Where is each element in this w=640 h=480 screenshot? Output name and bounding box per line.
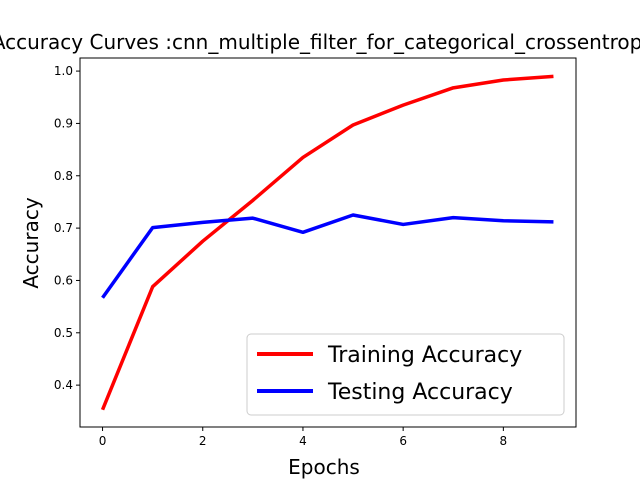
legend: Training Accuracy Testing Accuracy: [246, 333, 565, 416]
series-line-testing: [101, 213, 554, 299]
y-axis-ticks: 0.4 0.5 0.6 0.7 0.8 0.9 1.0: [54, 64, 80, 392]
series-lines: [100, 74, 554, 411]
x-axis-label: Epochs: [288, 455, 360, 479]
y-tick-label: 1.0: [54, 64, 73, 78]
x-tick-label: 8: [500, 434, 508, 448]
y-tick-label: 0.7: [54, 221, 73, 235]
legend-label-training: Training Accuracy: [327, 343, 522, 368]
legend-label-testing: Testing Accuracy: [327, 380, 513, 405]
x-tick-label: 4: [299, 434, 307, 448]
x-tick-label: 0: [99, 434, 107, 448]
y-tick-label: 0.9: [54, 116, 73, 130]
y-tick-label: 0.8: [54, 169, 73, 183]
y-tick-label: 0.5: [54, 326, 73, 340]
chart-title: Accuracy Curves :cnn_multiple_filter_for…: [0, 30, 640, 54]
x-tick-label: 6: [399, 434, 407, 448]
x-axis-ticks: 0 2 4 6 8: [99, 427, 507, 448]
x-tick-label: 2: [199, 434, 207, 448]
y-tick-label: 0.6: [54, 273, 73, 287]
legend-box: [246, 333, 565, 416]
series-line-training: [100, 74, 554, 411]
y-tick-label: 0.4: [54, 378, 73, 392]
y-axis-label: Accuracy: [19, 197, 43, 288]
